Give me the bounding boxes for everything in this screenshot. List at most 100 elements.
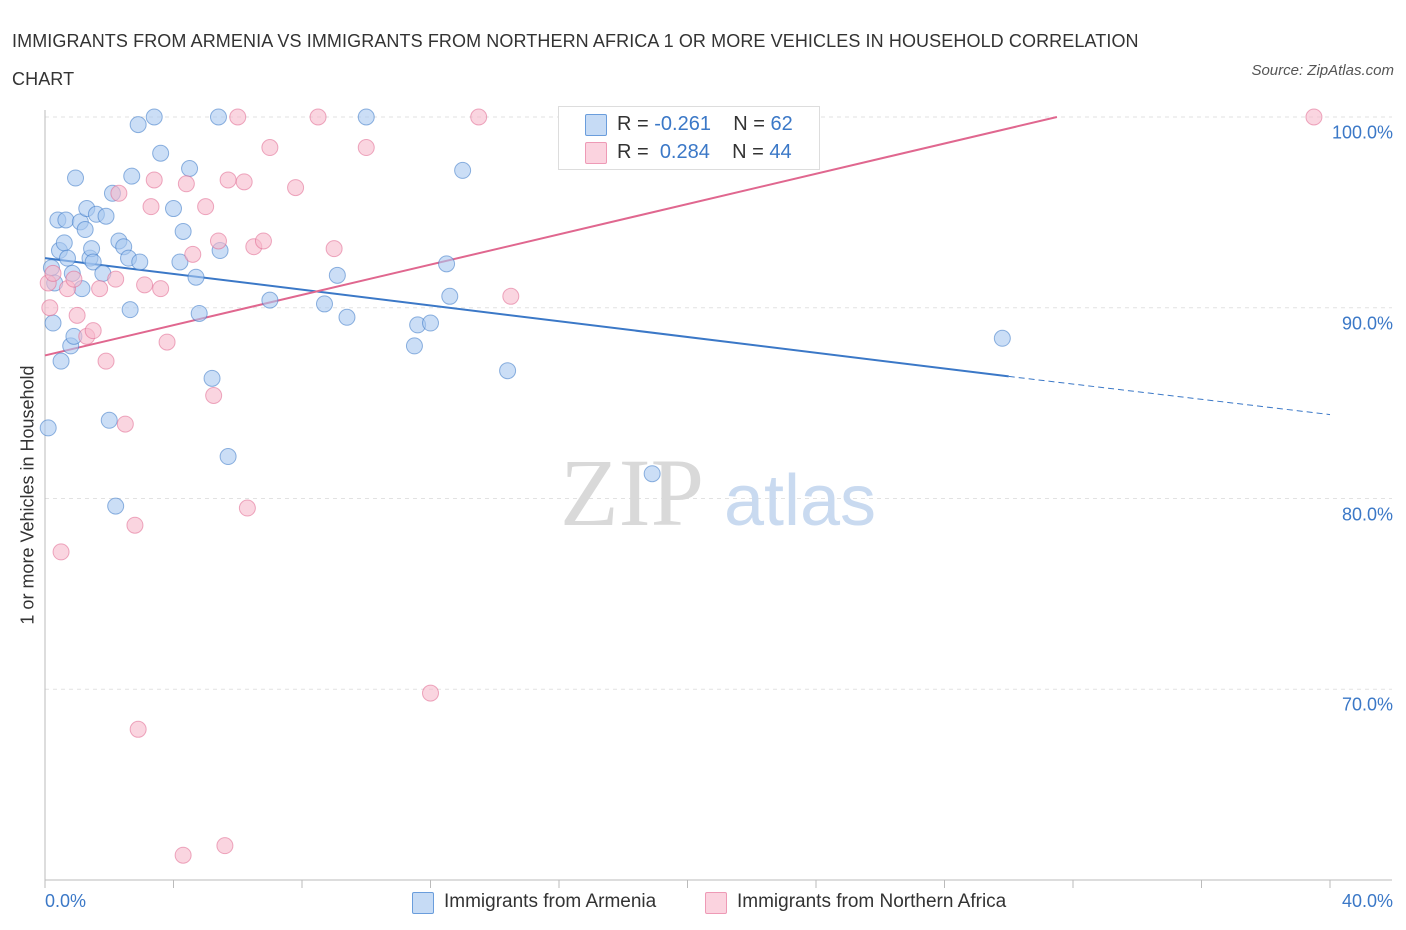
armenia-trendline-extension (1008, 375, 1331, 416)
nafrica-point (145, 171, 163, 189)
nafrica-point (197, 198, 215, 216)
nafrica-point (235, 173, 253, 191)
armenia-point (129, 116, 147, 134)
armenia-point (643, 465, 661, 483)
nafrica-point (1305, 108, 1323, 126)
nafrica-point (97, 352, 115, 370)
nafrica-point (205, 386, 223, 404)
armenia-point (993, 329, 1011, 347)
armenia-point (165, 200, 182, 218)
y-tick-label-70: 70.0% (1341, 694, 1393, 715)
nafrica-point (142, 198, 160, 216)
data-points (39, 108, 1323, 864)
armenia-point (44, 314, 62, 332)
nafrica-point (116, 415, 134, 433)
grid-lines (45, 116, 1392, 690)
nafrica-point (52, 543, 70, 561)
armenia-point (261, 291, 279, 309)
series-swatch-nafrica (705, 892, 727, 914)
armenia-point (174, 222, 192, 240)
nafrica-point (174, 846, 192, 864)
armenia-point (357, 108, 375, 126)
nafrica-point (216, 837, 234, 855)
x-tick-label-min: 0.0% (45, 891, 87, 911)
y-tick-label-100: 100.0% (1331, 122, 1393, 143)
nafrica-point (110, 184, 128, 202)
armenia-point (57, 211, 75, 229)
legend-n-label: N = (733, 113, 765, 135)
legend-swatch-nafrica (585, 142, 607, 164)
legend-r-value-armenia: -0.261 (654, 113, 711, 135)
armenia-point (67, 169, 85, 187)
nafrica-point (357, 139, 375, 157)
legend-stats-armenia: R = -0.261 N = 62 (617, 110, 793, 138)
armenia-point (55, 234, 73, 252)
watermark: ZIP atlas (560, 439, 876, 546)
legend-n-value-armenia: 62 (770, 113, 793, 135)
armenia-point (441, 287, 459, 305)
nafrica-point (261, 139, 279, 157)
armenia-point (145, 108, 163, 126)
nafrica-point (158, 333, 176, 351)
nafrica-point (502, 287, 520, 305)
nafrica-point (287, 179, 305, 197)
armenia-point (131, 253, 149, 271)
series-label-armenia: Immigrants from Armenia (444, 891, 657, 912)
armenia-point (405, 337, 423, 355)
armenia-trendline (44, 257, 1009, 378)
watermark-zip: ZIP (560, 439, 704, 546)
armenia-point (123, 167, 141, 185)
armenia-point (209, 108, 227, 126)
nafrica-point (209, 232, 227, 250)
nafrica-point (177, 175, 195, 193)
armenia-point (52, 352, 70, 370)
nafrica-point (41, 299, 59, 317)
nafrica-point (91, 280, 109, 298)
armenia-point (315, 295, 333, 313)
y-tick-label-90: 90.0% (1341, 313, 1393, 334)
nafrica-point (126, 516, 144, 534)
nafrica-point (84, 322, 102, 340)
nafrica-point (325, 240, 343, 258)
nafrica-point (44, 264, 62, 282)
armenia-point (100, 411, 118, 429)
nafrica-trendline (44, 116, 1058, 357)
armenia-point (422, 314, 439, 332)
armenia-point (203, 369, 221, 387)
chart-title: IMMIGRANTS FROM ARMENIA VS IMMIGRANTS FR… (12, 31, 1139, 89)
armenia-point (454, 161, 472, 179)
nafrica-point (184, 245, 202, 263)
legend-n-value-nafrica: 44 (769, 141, 792, 163)
armenia-point (84, 253, 102, 271)
x-tick-label-max: 40.0% (1341, 891, 1393, 911)
nafrica-point (107, 270, 125, 288)
armenia-point (219, 448, 237, 466)
legend-r-label: R = (617, 113, 649, 135)
armenia-point (58, 249, 76, 267)
armenia-point (438, 255, 456, 273)
nafrica-point (65, 270, 83, 288)
armenia-point (107, 497, 125, 515)
armenia-point (76, 221, 94, 239)
armenia-point (187, 268, 205, 286)
nafrica-point (238, 499, 256, 517)
nafrica-point (136, 276, 154, 294)
armenia-point (152, 144, 170, 162)
armenia-point (499, 362, 517, 380)
armenia-point (181, 160, 199, 178)
armenia-point (171, 253, 189, 271)
nafrica-point (129, 720, 147, 738)
armenia-point (328, 266, 346, 284)
nafrica-point (219, 171, 237, 189)
legend-r-label: R = (617, 141, 649, 163)
nafrica-point (229, 108, 247, 126)
series-legend: Immigrants from Armenia Immigrants from … (0, 888, 1406, 918)
axes (44, 110, 1392, 888)
y-tick-label-80: 80.0% (1341, 504, 1393, 524)
trendlines (44, 116, 1331, 416)
armenia-point (97, 207, 115, 225)
stats-legend: R = -0.261 N = 62 R = 0.284 N = 44 (558, 106, 820, 170)
legend-r-value-nafrica: 0.284 (659, 141, 710, 163)
armenia-point (338, 308, 356, 326)
armenia-point (39, 419, 57, 437)
